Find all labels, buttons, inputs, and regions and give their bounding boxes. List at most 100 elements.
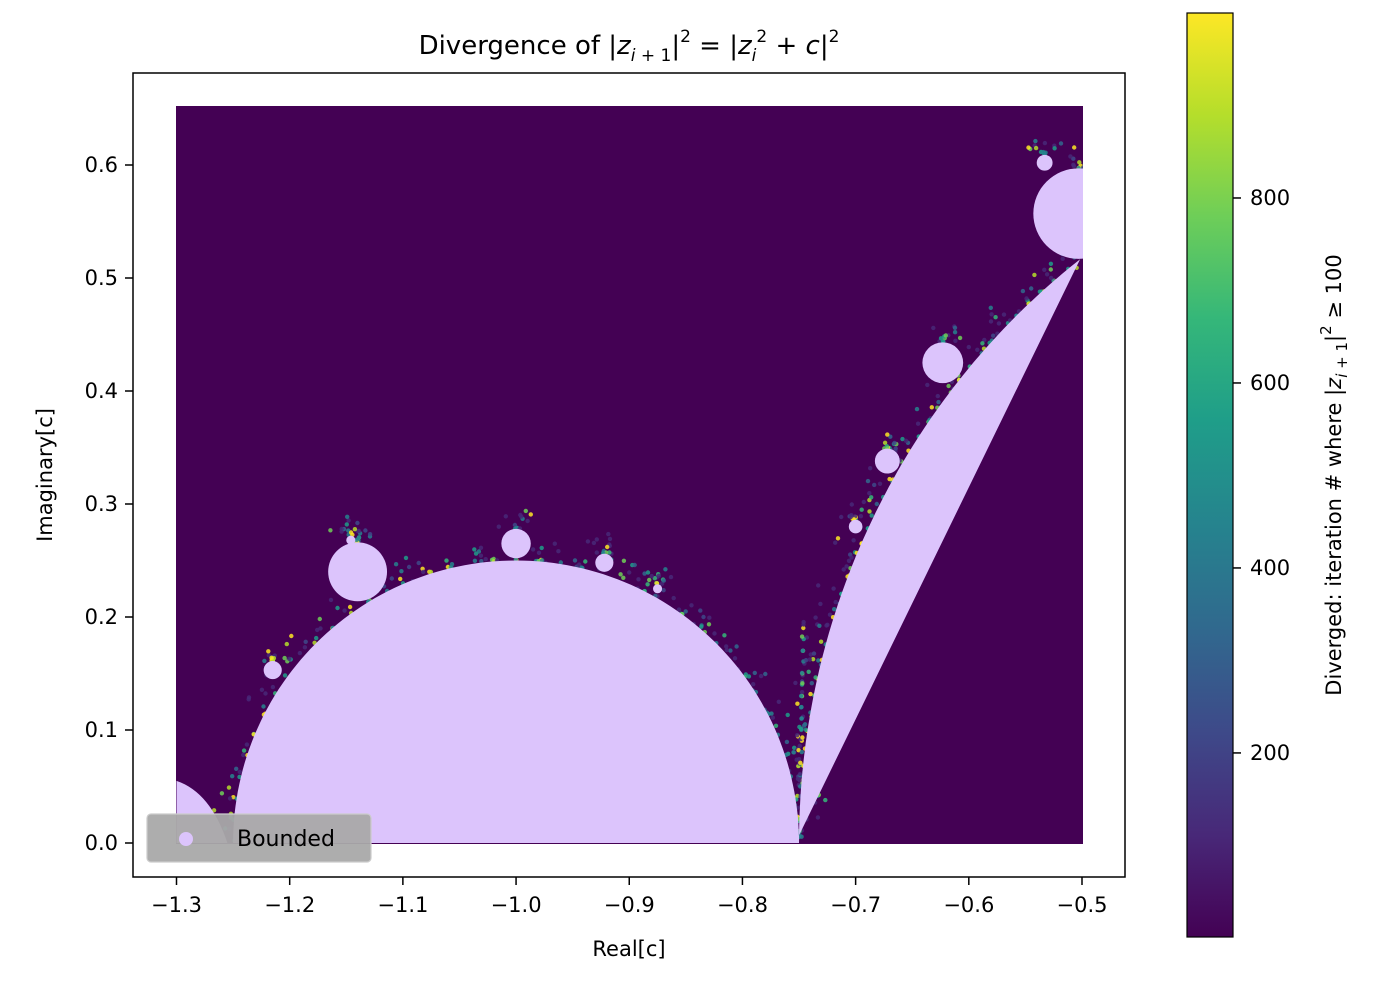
diverged-point — [801, 622, 806, 627]
diverged-point — [808, 691, 813, 697]
diverged-point — [734, 644, 739, 649]
diverged-point — [503, 514, 508, 519]
diverged-point — [818, 601, 823, 607]
diverged-point — [823, 797, 828, 803]
diverged-point — [803, 658, 809, 663]
diverged-point — [406, 564, 412, 570]
diverged-point — [887, 476, 892, 482]
diverged-point — [770, 715, 775, 720]
diverged-point — [800, 681, 805, 686]
diverged-point — [952, 325, 958, 330]
legend-box — [146, 813, 372, 863]
diverged-point — [751, 682, 756, 687]
diverged-point — [389, 576, 394, 581]
diverged-point — [1068, 154, 1073, 159]
diverged-point — [1052, 146, 1057, 151]
diverged-point — [663, 567, 668, 572]
diverged-point — [355, 520, 360, 526]
diverged-point — [784, 739, 790, 745]
diverged-point — [416, 560, 421, 566]
bounded-bulb — [848, 519, 863, 534]
diverged-point — [931, 325, 936, 331]
diverged-point — [797, 771, 803, 777]
diverged-point — [303, 639, 308, 644]
colorbar-tick-label: 600 — [1250, 371, 1290, 395]
diverged-point — [297, 650, 303, 656]
diverged-point — [989, 312, 994, 317]
diverged-point — [869, 495, 874, 500]
diverged-point — [661, 588, 666, 593]
diverged-point — [262, 658, 267, 664]
diverged-point — [318, 626, 323, 631]
diverged-point — [668, 574, 674, 580]
diverged-point — [1077, 160, 1082, 165]
diverged-point — [328, 528, 333, 533]
diverged-point — [844, 564, 849, 569]
diverged-point — [219, 791, 225, 796]
y-tick-label: 0.6 — [85, 153, 118, 177]
y-tick-label: 0.1 — [85, 718, 118, 742]
diverged-point — [671, 595, 676, 601]
diverged-point — [701, 614, 706, 620]
bounded-bulb — [653, 584, 663, 594]
diverged-point — [993, 315, 998, 320]
x-tick-label: −0.5 — [1057, 893, 1108, 917]
diverged-point — [798, 705, 804, 710]
diverged-point — [698, 608, 703, 613]
diverged-point — [476, 549, 482, 554]
diverged-point — [577, 562, 582, 567]
diverged-point — [403, 555, 409, 561]
diverged-point — [991, 333, 996, 338]
diverged-point — [398, 576, 403, 582]
diverged-point — [399, 569, 404, 574]
diverged-point — [792, 745, 797, 750]
diverged-point — [302, 645, 308, 650]
diverged-point — [263, 691, 268, 696]
diverged-point — [556, 549, 561, 554]
diverged-point — [266, 649, 271, 654]
diverged-point — [572, 558, 578, 563]
diverged-point — [591, 540, 597, 546]
diverged-point — [849, 502, 854, 507]
diverged-point — [893, 446, 898, 451]
diverged-point — [421, 569, 426, 575]
diverged-point — [241, 752, 246, 758]
diverged-point — [724, 647, 729, 653]
diverged-point — [1058, 141, 1064, 146]
diverged-point — [607, 536, 613, 542]
diverged-point — [903, 438, 909, 443]
diverged-point — [872, 482, 877, 488]
diverged-point — [352, 527, 358, 532]
diverged-point — [793, 680, 798, 686]
diverged-point — [621, 558, 627, 563]
diverged-point — [799, 689, 805, 695]
diverged-point — [1048, 261, 1054, 266]
diverged-point — [724, 644, 729, 649]
diverged-point — [282, 655, 287, 661]
diverged-point — [885, 432, 890, 437]
diverged-point — [833, 540, 838, 545]
diverged-point — [530, 547, 536, 552]
diverged-point — [605, 544, 610, 550]
diverged-point — [594, 537, 599, 542]
diverged-point — [815, 815, 821, 820]
diverged-point — [833, 599, 838, 605]
diverged-point — [943, 333, 948, 338]
bounded-bulb — [874, 448, 900, 474]
x-tick-label: −0.6 — [943, 893, 994, 917]
bounded-bulb — [501, 528, 531, 559]
diverged-point — [799, 634, 805, 639]
diverged-point — [642, 571, 647, 576]
diverged-point — [938, 336, 944, 341]
diverged-point — [1024, 296, 1029, 301]
legend-marker-bounded — [179, 832, 193, 846]
diverged-point — [839, 514, 844, 520]
diverged-point — [869, 513, 874, 518]
diverged-point — [594, 550, 599, 555]
diverged-point — [952, 330, 958, 335]
diverged-point — [552, 541, 557, 546]
diverged-point — [892, 440, 897, 446]
diverged-point — [773, 723, 779, 728]
diverged-point — [996, 321, 1002, 326]
diverged-point — [799, 834, 804, 839]
